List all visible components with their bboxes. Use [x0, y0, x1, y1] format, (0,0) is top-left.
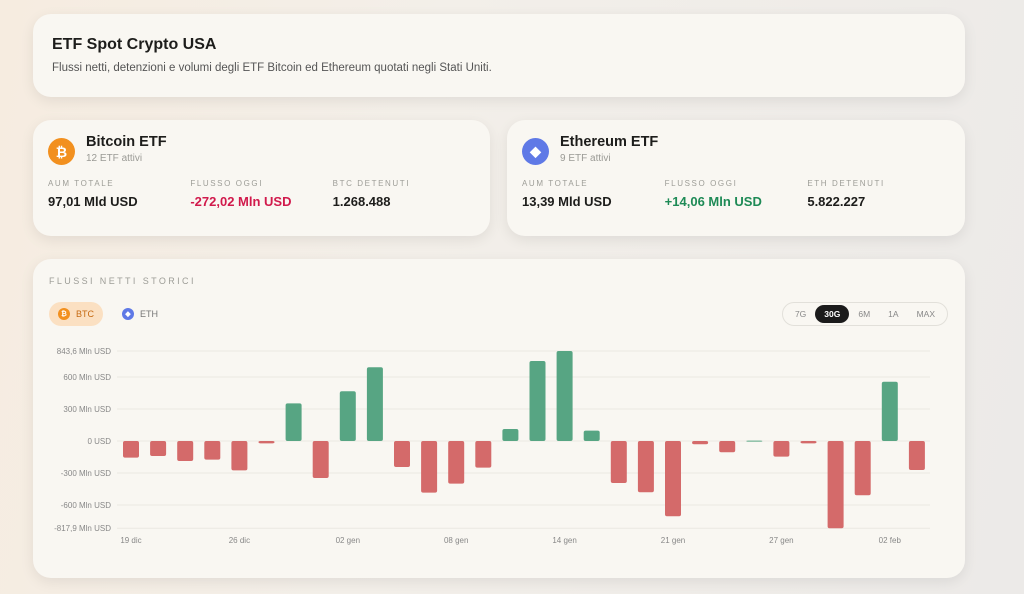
x-tick-label: 27 gen — [769, 536, 793, 545]
etf-count: 9 ETF attivi — [560, 152, 611, 164]
held-label: ETH DETENUTI — [807, 179, 885, 188]
bar — [339, 391, 356, 441]
bar — [177, 441, 194, 462]
range-30g[interactable]: 30G — [815, 305, 850, 323]
aum-label: AUM TOTALE — [48, 179, 115, 188]
bar — [258, 441, 275, 444]
flow-value: +14,06 Mln USD — [664, 194, 762, 209]
flow-label: FLUSSO OGGI — [190, 179, 264, 188]
bar — [475, 441, 492, 468]
bar — [366, 367, 383, 441]
ethereum-etf-card: ◆ Ethereum ETF 9 ETF attivi AUM TOTALE 13… — [507, 120, 965, 236]
bar — [583, 430, 600, 441]
header-card: ETF Spot Crypto USA Flussi netti, detenz… — [33, 14, 965, 97]
bar — [394, 441, 410, 468]
bar — [123, 441, 139, 458]
bar — [610, 441, 627, 484]
flow-label: FLUSSO OGGI — [664, 179, 738, 188]
y-tick-label: 0 USD — [87, 437, 111, 446]
bar — [312, 441, 329, 479]
bar — [908, 441, 925, 471]
aum-value: 13,39 Mld USD — [522, 194, 612, 209]
bitcoin-icon: ₿ — [48, 138, 75, 165]
bitcoin-etf-card: ₿ Bitcoin ETF 12 ETF attivi AUM TOTALE 97… — [33, 120, 490, 236]
held-value: 5.822.227 — [807, 194, 866, 209]
asset-label: ETH — [140, 309, 158, 319]
bar — [421, 441, 438, 493]
bar — [719, 441, 736, 453]
bar — [827, 441, 844, 529]
x-tick-label: 19 dic — [120, 536, 141, 545]
held-label: BTC DETENUTI — [332, 179, 411, 188]
y-tick-label: -300 Mln USD — [61, 469, 111, 478]
y-tick-label: -817,9 Mln USD — [54, 524, 111, 533]
chart-title: FLUSSI NETTI STORICI — [49, 276, 196, 286]
bitcoin-icon: ₿ — [58, 308, 70, 320]
bar — [448, 441, 465, 484]
bar — [150, 441, 167, 457]
range-7g[interactable]: 7G — [794, 309, 807, 319]
range-max[interactable]: MAX — [916, 309, 935, 319]
x-tick-label: 14 gen — [552, 536, 576, 545]
y-tick-label: 843,6 Mln USD — [57, 347, 111, 356]
net-flows-bar-chart: 843,6 Mln USD 600 Mln USD 300 Mln USD 0 USD… — [54, 347, 930, 545]
bar — [746, 440, 763, 442]
y-tick-label: 600 Mln USD — [63, 373, 111, 382]
etf-name: Bitcoin ETF — [86, 133, 167, 150]
x-tick-label: 02 feb — [879, 536, 902, 545]
bar — [502, 428, 519, 441]
ethereum-icon: ◆ — [522, 138, 549, 165]
range-selector: 7G 30G 6M 1A MAX — [781, 302, 948, 326]
aum-value: 97,01 Mld USD — [48, 194, 138, 209]
etf-count: 12 ETF attivi — [86, 152, 143, 164]
bar — [773, 441, 790, 457]
x-tick-label: 21 gen — [661, 536, 685, 545]
bar — [637, 441, 654, 493]
bar — [881, 381, 898, 441]
bar — [556, 351, 573, 441]
bar — [854, 441, 871, 496]
bar — [231, 441, 248, 471]
asset-toggle-btc[interactable]: ₿ BTC — [49, 302, 103, 326]
bar — [529, 361, 546, 441]
bar — [665, 441, 681, 517]
ethereum-icon: ◆ — [122, 308, 134, 320]
x-tick-label: 02 gen — [336, 536, 360, 545]
y-tick-label: 300 Mln USD — [63, 405, 111, 414]
bar — [285, 403, 302, 441]
flow-value: -272,02 Mln USD — [190, 194, 292, 209]
asset-label: BTC — [76, 309, 94, 319]
page-title: ETF Spot Crypto USA — [52, 36, 217, 53]
net-flows-chart-card: FLUSSI NETTI STORICI ₿ BTC ◆ ETH 7G 30G … — [33, 259, 965, 578]
x-tick-label: 26 dic — [229, 536, 250, 545]
held-value: 1.268.488 — [332, 194, 391, 209]
bar — [800, 441, 817, 444]
asset-toggle-eth[interactable]: ◆ ETH — [113, 302, 167, 326]
range-1a[interactable]: 1A — [888, 309, 899, 319]
etf-name: Ethereum ETF — [560, 133, 659, 150]
y-tick-label: -600 Mln USD — [61, 501, 111, 510]
bar — [692, 441, 709, 445]
page-subtitle: Flussi netti, detenzioni e volumi degli … — [52, 62, 492, 74]
x-tick-label: 08 gen — [444, 536, 468, 545]
bar — [204, 441, 221, 460]
aum-label: AUM TOTALE — [522, 179, 589, 188]
range-6m[interactable]: 6M — [858, 309, 871, 319]
